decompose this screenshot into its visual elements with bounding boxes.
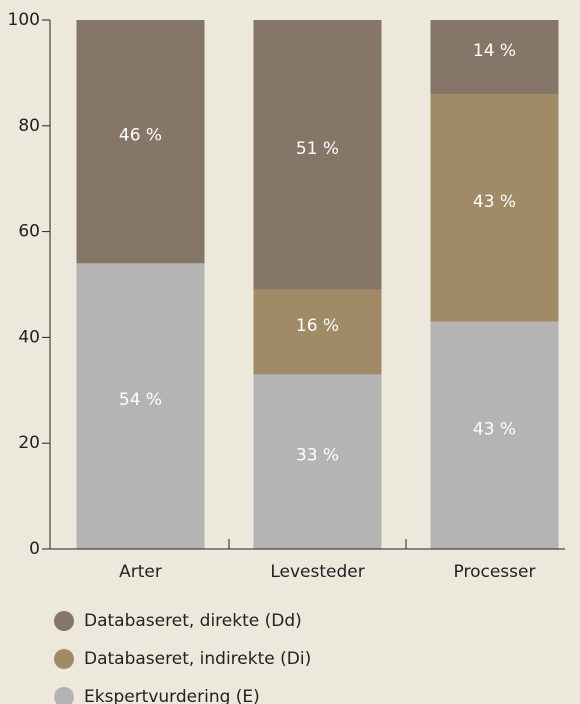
value-label: 33 %: [296, 446, 339, 466]
legend-label: Databaseret, direkte (Dd): [84, 611, 302, 631]
bar-segment: [76, 20, 205, 264]
y-tick-label: 100: [8, 10, 40, 30]
bar-segment: [253, 374, 382, 549]
bar-segment: [430, 321, 559, 549]
value-label: 51 %: [296, 139, 339, 159]
bar-segment: [430, 20, 559, 95]
value-label: 43 %: [473, 192, 516, 212]
bar-segment: [253, 289, 382, 375]
value-label: 16 %: [296, 316, 339, 336]
legend-swatch: [54, 649, 74, 669]
y-tick-label: 0: [29, 539, 40, 559]
bar-segment: [430, 94, 559, 322]
y-tick-label: 20: [18, 433, 40, 453]
x-tick-label: Levesteder: [270, 562, 364, 582]
value-label: 54 %: [119, 390, 162, 410]
y-tick-label: 80: [18, 116, 40, 136]
y-tick-label: 60: [18, 222, 40, 242]
y-tick-label: 40: [18, 327, 40, 347]
x-tick-label: Processer: [454, 562, 536, 582]
value-label: 46 %: [119, 126, 162, 146]
bar-segment: [76, 263, 205, 549]
legend-swatch: [54, 611, 74, 631]
legend-label: Ekspertvurdering (E): [84, 687, 260, 704]
legend-swatch: [54, 687, 74, 704]
value-label: 14 %: [473, 41, 516, 61]
legend-label: Databaseret, indirekte (Di): [84, 649, 311, 669]
x-tick-label: Arter: [119, 562, 162, 582]
bar-segment: [253, 20, 382, 290]
value-label: 43 %: [473, 419, 516, 439]
